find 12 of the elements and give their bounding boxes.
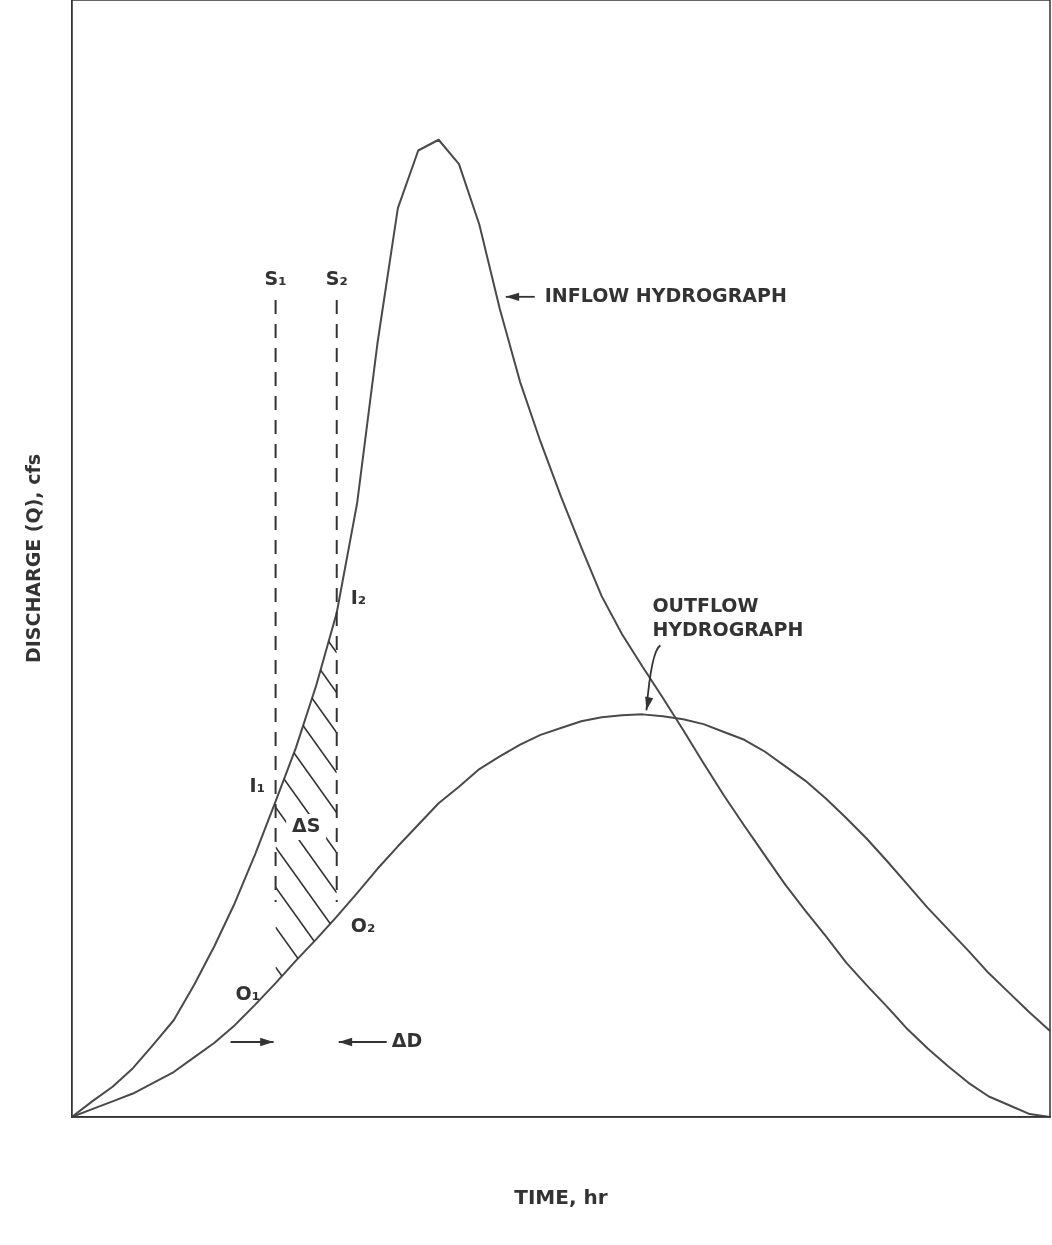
annotation: S₁ [264, 266, 287, 289]
annotation: ΔS [286, 814, 327, 840]
y-axis-title: DISCHARGE (Q), cfs [22, 453, 45, 664]
annotation: I₁ [249, 774, 265, 797]
annotation: ΔD [391, 1028, 423, 1051]
annotation: O₂ [350, 913, 376, 936]
annotation: O₁ [235, 982, 261, 1005]
text: INFLOW HYDROGRAPH [544, 283, 787, 306]
annotation: S₂ [325, 266, 348, 289]
x-axis-title: TIME, hr [514, 1185, 608, 1210]
annotation: I₂ [350, 585, 367, 608]
text: OUTFLOW HYDROGRAPH [652, 594, 804, 641]
